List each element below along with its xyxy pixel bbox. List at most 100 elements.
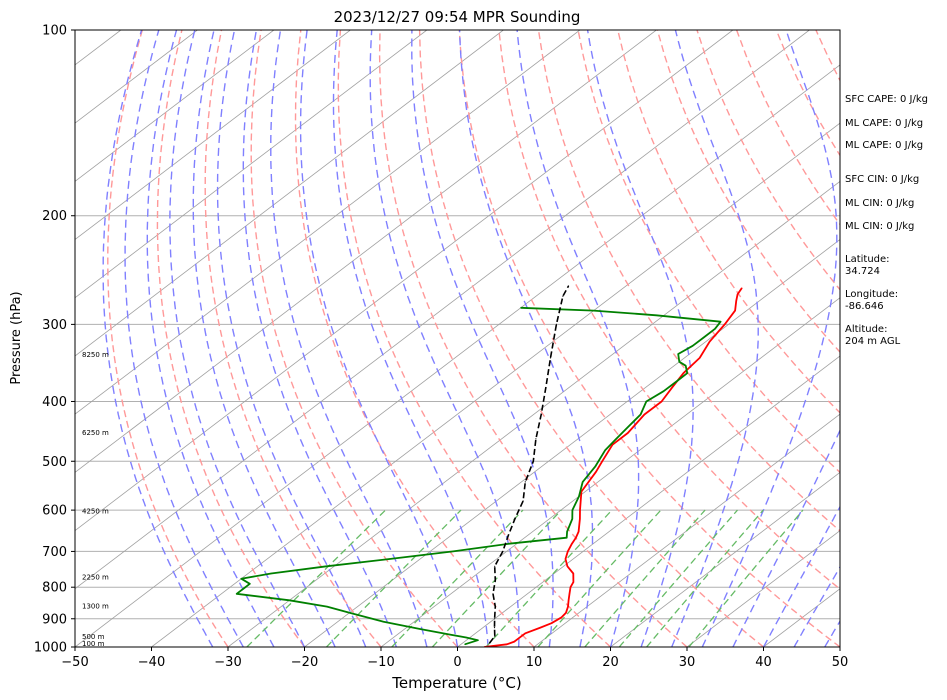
dewpoint-point (578, 495, 580, 497)
isotherm-line (533, 413, 840, 647)
mixing-ratio-line (688, 509, 804, 647)
isotherm-line (75, 30, 351, 241)
height-label: 2250 m (82, 573, 109, 581)
dewpoint-point (692, 345, 694, 347)
dewpoint-point (464, 643, 466, 645)
parcel-point (535, 438, 537, 440)
moist-adiabat-line (216, 30, 367, 647)
ml-cin-text-2: ML CIN: 0 J/kg (845, 221, 914, 232)
temperature-point (568, 599, 570, 601)
dewpoint-point (582, 481, 584, 483)
temperature-point (572, 572, 574, 575)
mixing-ratio-line (485, 509, 613, 647)
temperature-point (539, 627, 542, 629)
dewpoint-point (450, 634, 452, 636)
x-tick-label: −50 (61, 655, 88, 670)
parcel-point (489, 642, 491, 644)
x-tick-label: −30 (214, 655, 241, 670)
dewpoint-point (663, 390, 665, 392)
dewpoint-point (383, 621, 385, 623)
temperature-point (565, 612, 567, 614)
moist-adiabat-line (586, 30, 694, 647)
isotherm-line (75, 30, 275, 182)
isotherm-line (686, 530, 840, 647)
parcel-point (494, 618, 496, 620)
dry-adiabat-line (656, 30, 840, 354)
ml-cape-text-2: ML CAPE: 0 J/kg (845, 140, 923, 151)
y-tick-label: 700 (42, 545, 67, 560)
dewpoint-point (240, 578, 242, 580)
moist-adiabat-line (701, 30, 838, 647)
mixing-ratio-line (326, 509, 462, 647)
y-axis-ticks: 100 200 300 400 500 600 700 800 900 1000 (34, 24, 75, 656)
x-tick-label: 40 (755, 655, 772, 670)
dry-adiabat-line (107, 30, 229, 647)
x-tick-label: −20 (291, 655, 318, 670)
dry-adiabats (107, 30, 840, 647)
dewpoint-point (288, 599, 290, 601)
temperature-point (627, 432, 629, 434)
dewpoint-point (714, 328, 716, 330)
moist-adiabat-line (102, 30, 214, 647)
temperature-point (569, 586, 572, 588)
dewpoint-point (566, 537, 568, 539)
parcel-point (532, 460, 534, 462)
dewpoint-point (325, 565, 327, 567)
dry-adiabat-line (418, 30, 764, 647)
isotherm-line (151, 122, 840, 647)
temperature-point (567, 550, 569, 553)
temperature-point (579, 518, 581, 520)
isotherm-line (380, 297, 840, 647)
isotherm-line (75, 30, 734, 532)
temperature-point (524, 632, 526, 634)
altitude-value: 204 m AGL (845, 336, 901, 347)
temperature-point (671, 387, 673, 389)
isotherm-line (75, 30, 581, 415)
longitude-label: Longitude: (845, 289, 898, 300)
temperature-point (737, 293, 739, 295)
temperature-point (575, 537, 577, 539)
isotherm-line (457, 355, 840, 647)
parcel-point (540, 413, 542, 416)
temperature-point (682, 372, 685, 374)
y-tick-label: 300 (42, 318, 67, 333)
temperature-point (566, 565, 569, 567)
parcel-point (493, 627, 496, 629)
parcel-point (494, 565, 496, 567)
parcel-point (567, 285, 570, 287)
ml-cin-text: ML CIN: 0 J/kg (845, 198, 914, 209)
moist-adiabat-line (369, 30, 520, 647)
dewpoint-point (520, 307, 522, 309)
plot-area (75, 30, 840, 647)
y-tick-label: 800 (42, 581, 67, 596)
dewpoint-point (477, 639, 479, 641)
parcel-point (494, 606, 496, 608)
mixing-ratio-line (537, 509, 662, 647)
isotherm-line (75, 30, 657, 473)
x-axis-label: Temperature (°C) (391, 674, 521, 692)
temperature-point (564, 558, 567, 560)
x-tick-label: 50 (832, 655, 849, 670)
isotherm-line (75, 30, 810, 590)
temperature-point (572, 581, 575, 583)
moist-adiabat-line (270, 30, 428, 647)
ml-cape-text: ML CAPE: 0 J/kg (845, 118, 923, 129)
dewpoint-point (703, 336, 705, 339)
dewpoint-point (655, 314, 657, 316)
moist-adiabat-line (242, 30, 397, 647)
longitude-value: -86.646 (845, 301, 884, 312)
isotherm-line (227, 180, 840, 647)
temperature-point (643, 413, 646, 416)
height-label: 6250 m (82, 429, 109, 437)
isotherm-line (304, 239, 840, 647)
temperature-point (709, 341, 711, 343)
dewpoint-point (615, 438, 617, 440)
dry-adiabat-line (378, 30, 688, 647)
mixing-ratio-line (246, 509, 386, 647)
y-tick-label: 600 (42, 504, 67, 519)
temperature-point (568, 593, 571, 595)
dewpoint-point (720, 321, 722, 323)
temperature-point (601, 460, 603, 462)
chart-title: 2023/12/27 09:54 MPR Sounding (334, 8, 581, 26)
